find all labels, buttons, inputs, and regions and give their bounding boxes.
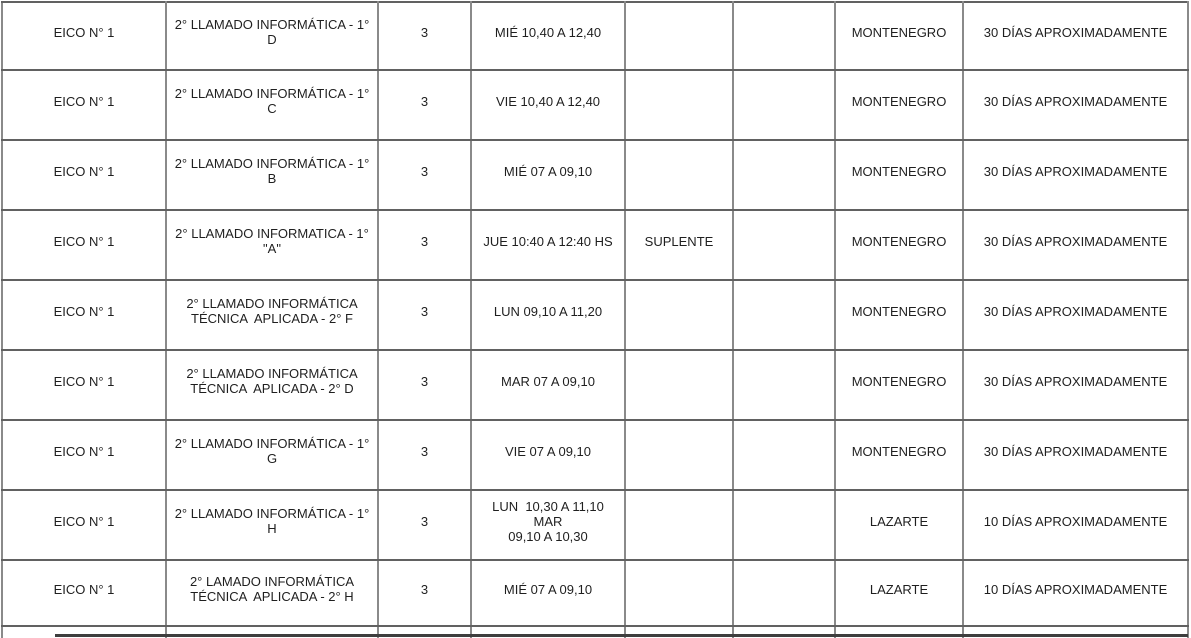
- cell-teacher: MONTENEGRO: [834, 349, 964, 421]
- cell-establishment: EICO N° 1: [1, 349, 167, 421]
- cell-schedule: MIÉ 10,40 A 12,40: [470, 1, 626, 71]
- cell-schedule: LUN 09,10 A 11,20: [470, 279, 626, 351]
- table-row: EICO N° 1 2° LLAMADO INFORMÁTICA - 1° H …: [1, 489, 1189, 561]
- cell-role: [624, 139, 734, 211]
- cell-duration: 30 DÍAS APROXIMADAMENTE: [962, 139, 1189, 211]
- cell-course: 2° LLAMADO INFORMÁTICA TÉCNICA APLICADA …: [165, 349, 379, 421]
- cell-role: [624, 349, 734, 421]
- cell-course: 2° LLAMADO INFORMÁTICA - 1° G: [165, 419, 379, 491]
- cell-role: [624, 1, 734, 71]
- cell-course: 2° LLAMADO INFORMATICA - 1° "A": [165, 209, 379, 281]
- cell-role: [624, 489, 734, 561]
- table-row: EICO N° 1 2° LLAMADO INFORMÁTICA - 1° B …: [1, 139, 1189, 211]
- cell-blank: [732, 349, 836, 421]
- cell-schedule: LUN 10,30 A 11,10 MAR 09,10 A 10,30: [470, 489, 626, 561]
- cell-hours: 3: [377, 209, 472, 281]
- cell-role: SUPLENTE: [624, 209, 734, 281]
- cell-teacher: MONTENEGRO: [834, 419, 964, 491]
- cell-schedule: MIÉ 07 A 09,10: [470, 139, 626, 211]
- cell-teacher: LAZARTE: [834, 489, 964, 561]
- cell-duration: 30 DÍAS APROXIMADAMENTE: [962, 419, 1189, 491]
- cell-role: [624, 69, 734, 141]
- cell-role: [624, 559, 734, 627]
- cell-blank: [732, 559, 836, 627]
- cell-establishment: EICO N° 1: [1, 559, 167, 627]
- cell-establishment: EICO N° 1: [1, 489, 167, 561]
- cell-blank: [732, 69, 836, 141]
- cell-duration: 10 DÍAS APROXIMADAMENTE: [962, 559, 1189, 627]
- table-row: EICO N° 1 2° LLAMADO INFORMATICA - 1° "A…: [1, 209, 1189, 281]
- cell-role: [624, 419, 734, 491]
- cell-course: 2° LLAMADO INFORMÁTICA TÉCNICA APLICADA …: [165, 279, 379, 351]
- cell-establishment: EICO N° 1: [1, 69, 167, 141]
- cell-establishment: EICO N° 1: [1, 209, 167, 281]
- cell-course: 2° LLAMADO INFORMÁTICA - 1° B: [165, 139, 379, 211]
- cell-schedule: JUE 10:40 A 12:40 HS: [470, 209, 626, 281]
- cell-blank: [732, 419, 836, 491]
- cell-schedule: VIE 07 A 09,10: [470, 419, 626, 491]
- cell-hours: 3: [377, 489, 472, 561]
- table-row: EICO N° 1 2° LLAMADO INFORMÁTICA - 1° G …: [1, 419, 1189, 491]
- cell-hours: 3: [377, 279, 472, 351]
- cell-hours: 3: [377, 349, 472, 421]
- table-row: EICO N° 1 2° LLAMADO INFORMÁTICA TÉCNICA…: [1, 279, 1189, 351]
- cell-hours: 3: [377, 419, 472, 491]
- cell-teacher: MONTENEGRO: [834, 279, 964, 351]
- cell-role: [624, 279, 734, 351]
- page-break-rule: [55, 634, 1188, 637]
- cell-duration: 30 DÍAS APROXIMADAMENTE: [962, 349, 1189, 421]
- cell-establishment: EICO N° 1: [1, 419, 167, 491]
- cell-duration: 10 DÍAS APROXIMADAMENTE: [962, 489, 1189, 561]
- cell-schedule: VIE 10,40 A 12,40: [470, 69, 626, 141]
- cell-duration: 30 DÍAS APROXIMADAMENTE: [962, 69, 1189, 141]
- cell-hours: 3: [377, 1, 472, 71]
- cell-schedule: MIÉ 07 A 09,10: [470, 559, 626, 627]
- cell-course: 2° LLAMADO INFORMÁTICA - 1° D: [165, 1, 379, 71]
- cell-schedule: MAR 07 A 09,10: [470, 349, 626, 421]
- cell-blank: [732, 139, 836, 211]
- cell-teacher: LAZARTE: [834, 559, 964, 627]
- cell-duration: 30 DÍAS APROXIMADAMENTE: [962, 279, 1189, 351]
- cell-blank: [732, 209, 836, 281]
- cell-hours: 3: [377, 559, 472, 627]
- cell-teacher: MONTENEGRO: [834, 139, 964, 211]
- cell-hours: 3: [377, 69, 472, 141]
- cell-course: 2° LAMADO INFORMÁTICA TÉCNICA APLICADA -…: [165, 559, 379, 627]
- cell-teacher: MONTENEGRO: [834, 1, 964, 71]
- cell-establishment: EICO N° 1: [1, 1, 167, 71]
- cell-course: 2° LLAMADO INFORMÁTICA - 1° C: [165, 69, 379, 141]
- table-row: EICO N° 1 2° LLAMADO INFORMÁTICA - 1° D …: [1, 1, 1189, 71]
- table-row: EICO N° 1 2° LLAMADO INFORMÁTICA TÉCNICA…: [1, 349, 1189, 421]
- cell-teacher: MONTENEGRO: [834, 69, 964, 141]
- table-row: EICO N° 1 2° LLAMADO INFORMÁTICA - 1° C …: [1, 69, 1189, 141]
- cell-duration: 30 DÍAS APROXIMADAMENTE: [962, 1, 1189, 71]
- cell-course: 2° LLAMADO INFORMÁTICA - 1° H: [165, 489, 379, 561]
- table-row: EICO N° 1 2° LAMADO INFORMÁTICA TÉCNICA …: [1, 559, 1189, 627]
- cell-establishment: EICO N° 1: [1, 139, 167, 211]
- cell-blank: [732, 489, 836, 561]
- cell-teacher: MONTENEGRO: [834, 209, 964, 281]
- cell-blank: [732, 1, 836, 71]
- cell-blank: [732, 279, 836, 351]
- cell-duration: 30 DÍAS APROXIMADAMENTE: [962, 209, 1189, 281]
- cell-hours: 3: [377, 139, 472, 211]
- cell-establishment: EICO N° 1: [1, 279, 167, 351]
